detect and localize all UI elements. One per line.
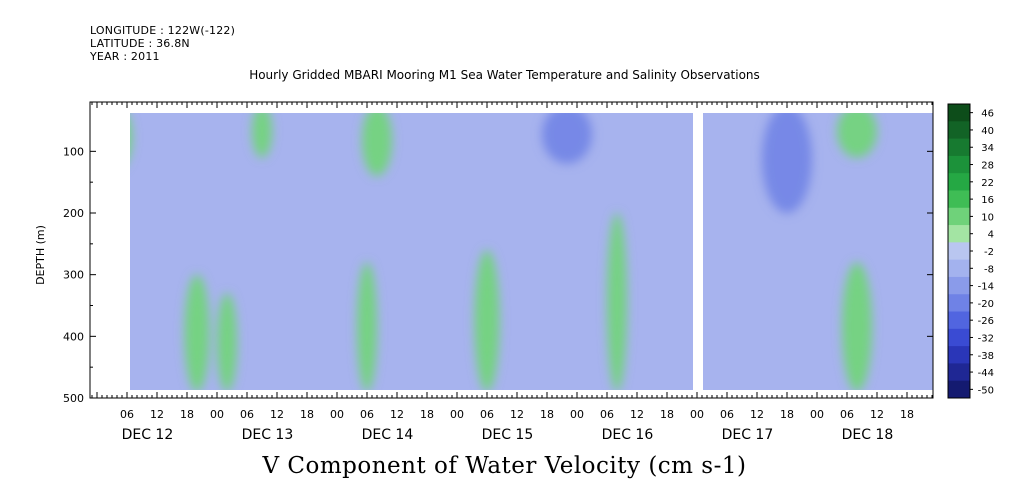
x-hour-label: 12 bbox=[750, 408, 764, 421]
heatmap-band bbox=[762, 113, 812, 213]
colorbar-swatch bbox=[948, 190, 970, 209]
heatmap-band bbox=[357, 262, 377, 390]
x-hour-label: 18 bbox=[420, 408, 434, 421]
x-day-label: DEC 15 bbox=[482, 427, 534, 443]
x-hour-label: 18 bbox=[780, 408, 794, 421]
x-day-label: DEC 16 bbox=[602, 427, 654, 443]
gap-stripe bbox=[693, 104, 703, 393]
x-hour-label: 18 bbox=[660, 408, 674, 421]
colorbar-swatch bbox=[948, 311, 970, 330]
longitude-label: LONGITUDE : 122W(-122) bbox=[90, 24, 236, 37]
colorbar-label: -50 bbox=[978, 385, 994, 396]
colorbar-swatch bbox=[948, 328, 970, 347]
x-axis: 06 12 18 00 06 12 18 00 06 12 18 00 06 12 18 00 06 12 18 00… bbox=[91, 102, 933, 443]
colorbar-label: 22 bbox=[981, 178, 994, 189]
y-axis-label: DEPTH (m) bbox=[34, 225, 47, 285]
colorbar-swatch bbox=[948, 155, 970, 174]
colorbar-label: 40 bbox=[981, 126, 994, 137]
colorbar-label: 28 bbox=[981, 161, 994, 172]
x-hour-label: 12 bbox=[150, 408, 164, 421]
x-hour-label: 00 bbox=[210, 408, 224, 421]
colorbar-label: 16 bbox=[981, 195, 994, 206]
y-tick-label: 500 bbox=[63, 392, 84, 405]
x-hour-label: 06 bbox=[360, 408, 374, 421]
colorbar-swatch bbox=[948, 259, 970, 278]
colorbar-label: -38 bbox=[978, 351, 994, 362]
x-hour-label: 12 bbox=[870, 408, 884, 421]
heatmap-band bbox=[607, 213, 627, 390]
x-hour-label: 18 bbox=[540, 408, 554, 421]
colorbar-swatch bbox=[948, 225, 970, 243]
x-hour-label: 06 bbox=[120, 408, 134, 421]
x-hour-label: 06 bbox=[240, 408, 254, 421]
x-hour-label: 06 bbox=[720, 408, 734, 421]
heatmap-band bbox=[542, 113, 592, 164]
x-hour-label: 18 bbox=[900, 408, 914, 421]
x-day-label: DEC 13 bbox=[242, 427, 294, 443]
y-tick-label: 200 bbox=[63, 207, 84, 220]
colorbar-label: -2 bbox=[984, 247, 994, 258]
colorbar-swatch bbox=[948, 242, 970, 261]
x-hour-label: 18 bbox=[300, 408, 314, 421]
x-axis-label: V Component of Water Velocity (cm s-1) bbox=[262, 453, 747, 479]
x-hour-label: 12 bbox=[510, 408, 524, 421]
x-hour-label: 00 bbox=[690, 408, 704, 421]
colorbar-swatch bbox=[948, 173, 970, 191]
heatmap-band bbox=[252, 113, 272, 158]
x-hour-label: 12 bbox=[390, 408, 404, 421]
colorbar-swatch bbox=[948, 346, 970, 364]
colorbar-label: -26 bbox=[978, 316, 994, 327]
x-day-label: DEC 18 bbox=[842, 427, 894, 443]
heatmap-band bbox=[130, 121, 132, 154]
colorbar-swatch bbox=[948, 380, 970, 399]
colorbar-swatch bbox=[948, 294, 970, 313]
colorbar-swatch bbox=[948, 276, 970, 295]
x-day-label: DEC 14 bbox=[362, 427, 414, 443]
x-hour-label: 00 bbox=[330, 408, 344, 421]
colorbar-swatch bbox=[948, 363, 970, 382]
colorbar-swatch bbox=[948, 121, 970, 140]
x-hour-label: 18 bbox=[180, 408, 194, 421]
colorbar-swatch bbox=[948, 104, 970, 122]
colorbar-label: -32 bbox=[978, 333, 994, 344]
year-label: YEAR : 2011 bbox=[90, 50, 160, 63]
heatmap-band bbox=[837, 113, 877, 158]
heatmap-band bbox=[842, 262, 872, 390]
heatmap-base bbox=[130, 113, 933, 390]
colorbar-label: -8 bbox=[984, 264, 994, 275]
x-hour-label: 12 bbox=[630, 408, 644, 421]
x-hour-label: 00 bbox=[450, 408, 464, 421]
x-day-label: DEC 12 bbox=[122, 427, 174, 443]
x-day-label: DEC 17 bbox=[722, 427, 774, 443]
x-hour-label: 00 bbox=[570, 408, 584, 421]
y-tick-label: 400 bbox=[63, 330, 84, 343]
x-hour-label: 06 bbox=[840, 408, 854, 421]
heatmap-field bbox=[130, 113, 933, 390]
colorbar-swatch bbox=[948, 207, 970, 226]
colorbar-label: 4 bbox=[988, 230, 994, 241]
colorbar-swatch bbox=[948, 138, 970, 157]
latitude-label: LATITUDE : 36.8N bbox=[90, 37, 190, 50]
heatmap-band bbox=[362, 113, 392, 176]
y-axis: 100 200 300 400 500 bbox=[63, 145, 933, 405]
colorbar-label: 34 bbox=[981, 143, 994, 154]
y-tick-label: 100 bbox=[63, 145, 84, 158]
heatmap-band bbox=[474, 250, 500, 390]
heatmap-band bbox=[217, 293, 237, 390]
colorbar: 46 40 34 28 22 16 10 4 -2 -8 -14 -20 -26 -32 -38 -44 -50 bbox=[947, 103, 994, 399]
colorbar-label: -20 bbox=[978, 299, 994, 310]
colorbar-label: 46 bbox=[981, 109, 994, 120]
x-hour-label: 12 bbox=[270, 408, 284, 421]
chart-title: Hourly Gridded MBARI Mooring M1 Sea Wate… bbox=[249, 68, 760, 82]
colorbar-label: -14 bbox=[978, 282, 994, 293]
x-hour-label: 06 bbox=[600, 408, 614, 421]
x-hour-label: 06 bbox=[480, 408, 494, 421]
colorbar-label: -44 bbox=[978, 368, 994, 379]
data-gap bbox=[693, 104, 703, 393]
y-tick-label: 300 bbox=[63, 269, 84, 282]
heatmap-band bbox=[184, 274, 210, 390]
colorbar-label: 10 bbox=[981, 212, 994, 223]
x-hour-label: 00 bbox=[810, 408, 824, 421]
